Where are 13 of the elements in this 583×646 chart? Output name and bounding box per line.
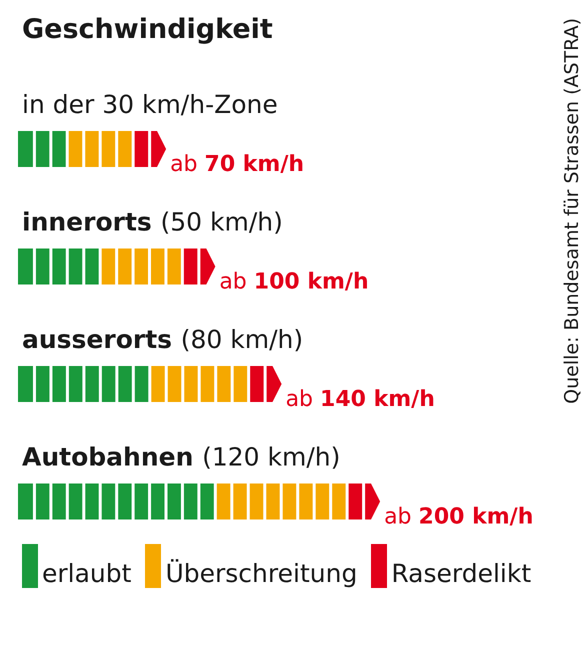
text: ab 200 km/h [384, 504, 534, 530]
y-tick-label: in der 30 km/h-Zone [22, 90, 278, 119]
y-tick-label: innerorts (50 km/h) [22, 207, 283, 236]
legend-label: erlaubt [42, 559, 132, 588]
legend-label: Raserdelikt [391, 559, 532, 588]
annotation: ab 70 km/h [170, 152, 304, 177]
annotation: ab 140 km/h [286, 387, 435, 412]
y-tick-label: ausserorts (80 km/h) [22, 324, 304, 354]
source-note: Quelle: Bundesamt für Strassen (ASTRA) [561, 18, 583, 404]
legend-label: Überschreitung [165, 559, 358, 588]
y-tick-label: Autobahnen (120 km/h) [22, 442, 340, 472]
chart-title: Geschwindigkeit [22, 14, 273, 45]
annotation: ab 100 km/h [219, 270, 369, 294]
